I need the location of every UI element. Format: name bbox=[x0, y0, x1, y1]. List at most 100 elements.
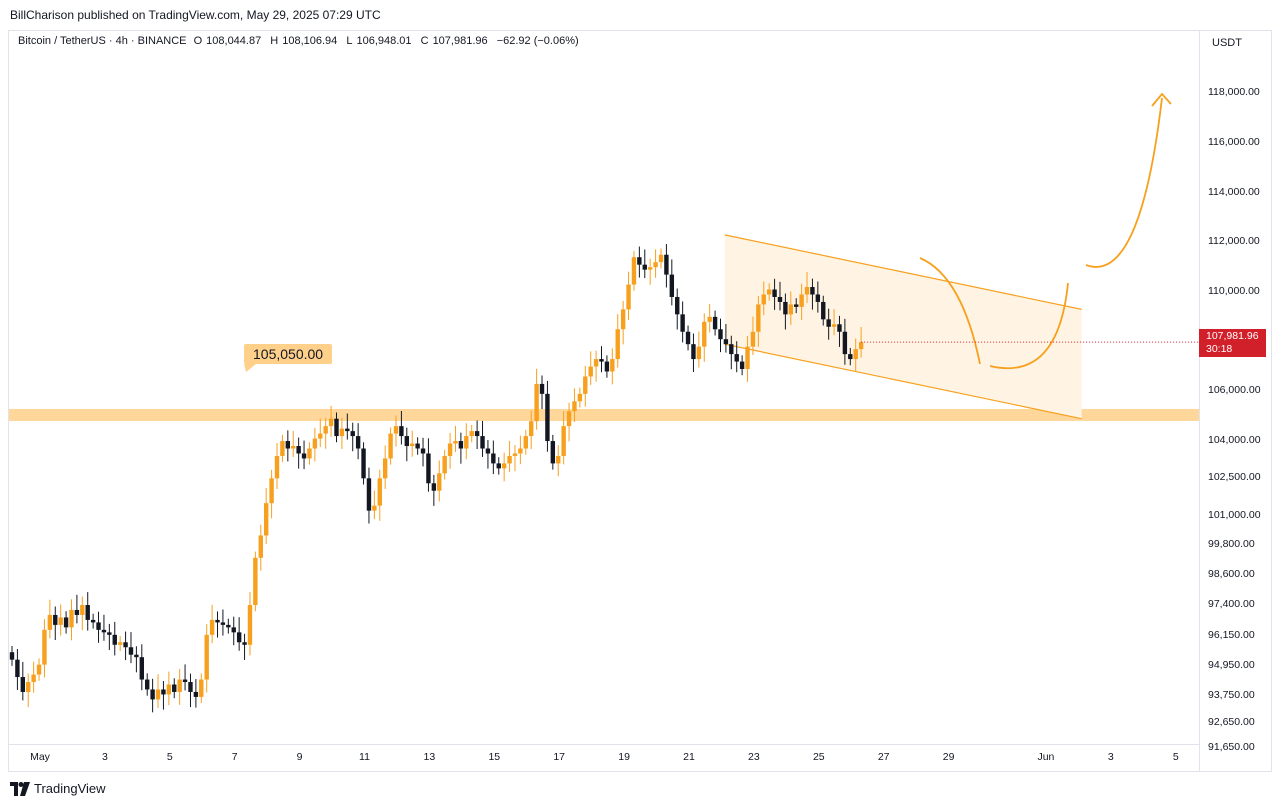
candle-body bbox=[696, 346, 702, 360]
time-tick-label: 27 bbox=[877, 751, 890, 763]
candle-body bbox=[199, 679, 204, 697]
candle-body bbox=[588, 366, 593, 377]
level-label[interactable]: 105,050.00 bbox=[244, 344, 333, 364]
candle-body bbox=[366, 478, 372, 511]
price-tick-label: 112,000.00 bbox=[1208, 235, 1260, 248]
candle-body bbox=[128, 647, 134, 655]
candle-body bbox=[382, 458, 388, 479]
candle-body bbox=[242, 642, 247, 645]
candle-body bbox=[69, 609, 74, 628]
candle-body bbox=[534, 383, 539, 422]
tradingview-brand: TradingView bbox=[34, 781, 106, 796]
candle-body bbox=[631, 257, 637, 285]
price-tick-label: 96,150.00 bbox=[1208, 629, 1255, 642]
time-tick-label: May bbox=[30, 751, 50, 763]
candle-body bbox=[377, 478, 382, 506]
candle-body bbox=[415, 443, 420, 449]
candle-body bbox=[593, 359, 599, 367]
candle-body bbox=[26, 682, 31, 692]
candle-body bbox=[339, 428, 345, 437]
candle-body bbox=[464, 436, 469, 449]
price-axis[interactable] bbox=[1199, 30, 1273, 772]
candle-body bbox=[280, 441, 285, 456]
candle-body bbox=[193, 691, 199, 697]
candle-body bbox=[810, 287, 815, 295]
candle-body bbox=[177, 679, 182, 692]
candle-body bbox=[647, 267, 653, 270]
candle-body bbox=[437, 473, 442, 491]
candle-body bbox=[485, 448, 491, 454]
candle-body bbox=[712, 316, 718, 330]
close-label: C bbox=[420, 35, 429, 47]
candle-countdown: 30:18 bbox=[1206, 343, 1233, 356]
candle-body bbox=[599, 359, 604, 362]
candle-body bbox=[858, 342, 864, 350]
candle-body bbox=[372, 505, 377, 511]
projection-arc-up bbox=[989, 282, 1069, 370]
candle-body bbox=[556, 455, 561, 464]
high-value: 108,106.94 bbox=[282, 35, 338, 47]
candle-body bbox=[220, 622, 226, 625]
low-value: 106,948.01 bbox=[356, 35, 412, 47]
time-tick-label: 15 bbox=[488, 751, 501, 763]
candle-body bbox=[85, 605, 90, 620]
candle-body bbox=[842, 331, 848, 355]
candle-body bbox=[323, 426, 328, 434]
candle-body bbox=[74, 609, 80, 615]
candle-body bbox=[9, 652, 15, 660]
candle-body bbox=[658, 254, 664, 263]
candle-body bbox=[766, 289, 772, 295]
candle-body bbox=[172, 684, 177, 692]
candle-body bbox=[718, 329, 723, 340]
chart-frame[interactable] bbox=[8, 30, 1272, 772]
candle-body bbox=[837, 324, 842, 332]
time-axis[interactable] bbox=[8, 744, 1199, 745]
last-price-value: 107,981.96 bbox=[1206, 330, 1259, 343]
candle-body bbox=[231, 627, 236, 633]
candle-body bbox=[750, 331, 756, 347]
candle-body bbox=[107, 632, 112, 635]
change-value: −62.92 (−0.06%) bbox=[496, 35, 579, 47]
candle-body bbox=[501, 463, 507, 469]
candle-body bbox=[236, 632, 242, 643]
price-tick-label: 102,500.00 bbox=[1208, 471, 1261, 484]
candle-body bbox=[853, 349, 858, 360]
projection-arrowhead bbox=[1151, 92, 1172, 107]
candle-body bbox=[426, 453, 431, 484]
candle-body bbox=[512, 453, 518, 456]
price-tick-label: 97,400.00 bbox=[1208, 598, 1255, 610]
candle-body bbox=[307, 448, 312, 459]
candle-body bbox=[637, 257, 642, 265]
candle-body bbox=[669, 274, 675, 297]
symbol-info[interactable]: Bitcoin / TetherUS · 4h · BINANCE bbox=[18, 35, 187, 47]
projection-arc-down bbox=[919, 257, 981, 365]
channel-fill bbox=[724, 234, 1082, 419]
candle-body bbox=[729, 344, 734, 355]
candle-body bbox=[361, 448, 366, 479]
candle-body bbox=[458, 441, 464, 449]
candle-body bbox=[831, 324, 837, 327]
candle-body bbox=[772, 289, 777, 297]
candle-body bbox=[723, 339, 729, 345]
close-value: 107,981.96 bbox=[432, 35, 488, 47]
candle-body bbox=[247, 605, 253, 645]
low-label: L bbox=[346, 35, 353, 47]
candle-body bbox=[399, 426, 404, 437]
candle-body bbox=[745, 346, 750, 370]
candle-body bbox=[334, 418, 339, 437]
candle-body bbox=[756, 304, 761, 332]
currency-label[interactable]: USDT bbox=[1212, 37, 1242, 49]
candle-body bbox=[42, 629, 47, 665]
candle-body bbox=[345, 428, 350, 432]
candle-body bbox=[204, 634, 209, 680]
high-label: H bbox=[270, 35, 279, 47]
candle-body bbox=[680, 314, 685, 332]
tradingview-footer[interactable]: TradingView bbox=[10, 781, 106, 796]
candle-body bbox=[566, 411, 572, 427]
time-tick-label: 13 bbox=[423, 751, 436, 763]
candle-body bbox=[274, 455, 280, 479]
candle-body bbox=[269, 478, 274, 504]
candle-body bbox=[112, 634, 117, 645]
candle-body bbox=[615, 329, 620, 360]
